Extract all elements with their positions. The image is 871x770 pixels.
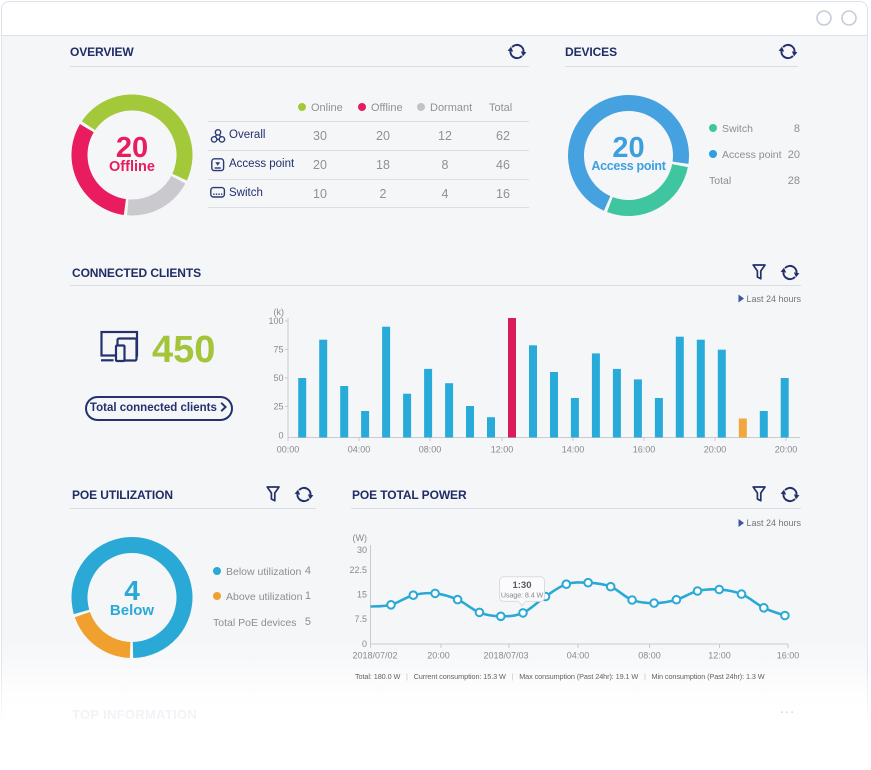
svg-text:20:00: 20:00 [427, 651, 450, 661]
svg-text:0: 0 [278, 431, 283, 441]
svg-text:15: 15 [357, 590, 367, 600]
svg-text:7.5: 7.5 [354, 614, 367, 624]
svg-text:16:00: 16:00 [633, 445, 656, 455]
svg-text:100: 100 [268, 316, 283, 326]
svg-text:00:00: 00:00 [277, 445, 300, 455]
svg-text:75: 75 [273, 345, 283, 355]
svg-text:16:00: 16:00 [777, 651, 800, 661]
svg-text:22.5: 22.5 [349, 565, 367, 575]
svg-text:2018/07/03: 2018/07/03 [483, 651, 528, 661]
svg-text:08:00: 08:00 [638, 651, 661, 661]
svg-text:50: 50 [273, 373, 283, 383]
svg-text:12:00: 12:00 [708, 651, 731, 661]
svg-text:20:00: 20:00 [775, 445, 798, 455]
svg-text:04:00: 04:00 [348, 445, 371, 455]
svg-text:04:00: 04:00 [567, 651, 590, 661]
svg-text:1:30: 1:30 [512, 580, 531, 591]
svg-text:14:00: 14:00 [562, 445, 585, 455]
svg-text:12:00: 12:00 [491, 445, 514, 455]
svg-text:25: 25 [273, 402, 283, 412]
svg-text:0: 0 [362, 639, 367, 649]
svg-text:Usage: 8.4 W: Usage: 8.4 W [501, 591, 544, 600]
svg-text:30: 30 [357, 545, 367, 555]
svg-text:20:00: 20:00 [704, 445, 727, 455]
svg-text:(W): (W) [353, 533, 368, 543]
svg-text:2018/07/02: 2018/07/02 [352, 651, 397, 661]
svg-text:08:00: 08:00 [419, 445, 442, 455]
svg-text:(k): (k) [274, 307, 285, 317]
